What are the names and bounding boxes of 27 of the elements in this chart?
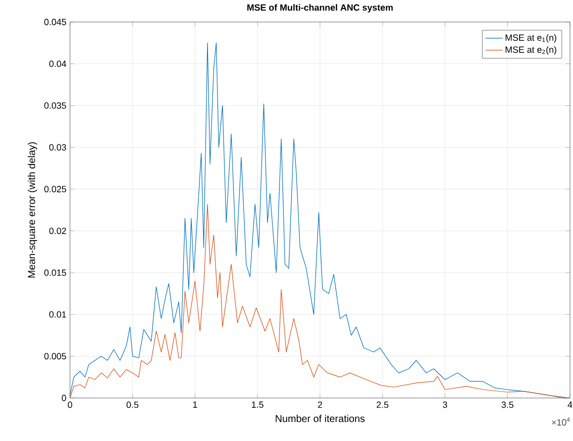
x-tick-label: 3 [442, 402, 448, 408]
y-tick-label: 0.04 [49, 60, 66, 67]
x-tick-label: 0 [68, 402, 72, 408]
y-tick-label: 0.045 [44, 18, 66, 26]
y-tick-label: 0.005 [44, 353, 66, 360]
x-tick-label: 4 [568, 402, 572, 408]
line-series [70, 42, 570, 398]
y-tick-label: 0.03 [49, 144, 66, 151]
y-tick-label: 0.035 [44, 102, 66, 109]
x-axis-title: Number of iterations [276, 414, 365, 422]
y-tick-label: 0 [62, 394, 66, 402]
x-tick-label: 3.5 [502, 402, 514, 408]
chart-title: MSE of Multi-channel ANC system [247, 4, 393, 12]
line-series [70, 204, 570, 398]
x-tick-label: 0.5 [126, 402, 138, 408]
x-tick-label: 1.5 [252, 402, 264, 408]
x-tick-label: 1 [193, 402, 198, 408]
y-tick-label: 0.025 [44, 186, 66, 192]
y-tick-label: 0.01 [49, 311, 66, 318]
text: ×10$^{4}$ [552, 418, 570, 426]
x-tick-label: 2 [318, 402, 322, 408]
y-tick-label: 0.02 [49, 228, 66, 234]
y-tick-label: 0.015 [44, 269, 66, 276]
x-tick-label: 2.5 [376, 402, 388, 408]
legend-label: MSE at e$_{2}$(n) [506, 46, 556, 55]
legend-label: MSE at e$_{1}$(n) [506, 34, 556, 43]
y-axis-title: Mean-square error (with delay) [28, 142, 38, 278]
